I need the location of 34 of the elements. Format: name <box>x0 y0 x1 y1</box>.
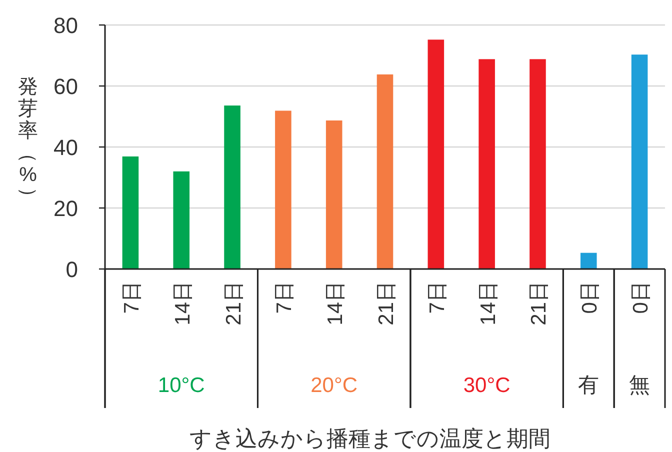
bar <box>478 59 495 269</box>
bar <box>530 59 546 269</box>
x-tick-label: 7日 <box>273 281 296 314</box>
x-tick-label: 14日 <box>171 281 194 326</box>
x-tick-label: 21日 <box>375 281 398 326</box>
x-axis-title: すき込みから播種までの温度と期間 <box>190 426 550 451</box>
y-tick-label: 20 <box>54 196 78 221</box>
bar <box>326 120 342 269</box>
text: 無 <box>629 374 650 397</box>
x-tick-label: 21日 <box>528 281 551 326</box>
bar <box>631 54 648 269</box>
y-axis-title: 発芽率（%） <box>17 76 39 207</box>
x-tick-label: 0日 <box>630 281 653 314</box>
bar <box>376 74 394 269</box>
text: 10°C <box>158 374 205 397</box>
x-tick-label: 0日 <box>578 281 602 314</box>
bar <box>428 40 444 269</box>
x-tick-label: 21日 <box>222 281 246 326</box>
x-tick-label: 7日 <box>120 281 144 314</box>
text: 20°C <box>310 374 358 397</box>
x-tick-label: 7日 <box>426 281 449 314</box>
text: 30°C <box>463 374 510 397</box>
y-tick-label: 60 <box>54 74 78 99</box>
y-tick-label: 40 <box>54 135 78 160</box>
x-tick-label: 14日 <box>476 281 500 326</box>
bar <box>224 106 240 269</box>
bar <box>580 252 597 269</box>
bar <box>173 171 190 269</box>
bar <box>122 156 139 269</box>
y-tick-label: 80 <box>54 13 78 38</box>
x-tick-label: 14日 <box>324 281 348 326</box>
y-tick-label: 0 <box>66 257 78 282</box>
bar <box>275 110 292 269</box>
text: 有 <box>578 374 600 397</box>
